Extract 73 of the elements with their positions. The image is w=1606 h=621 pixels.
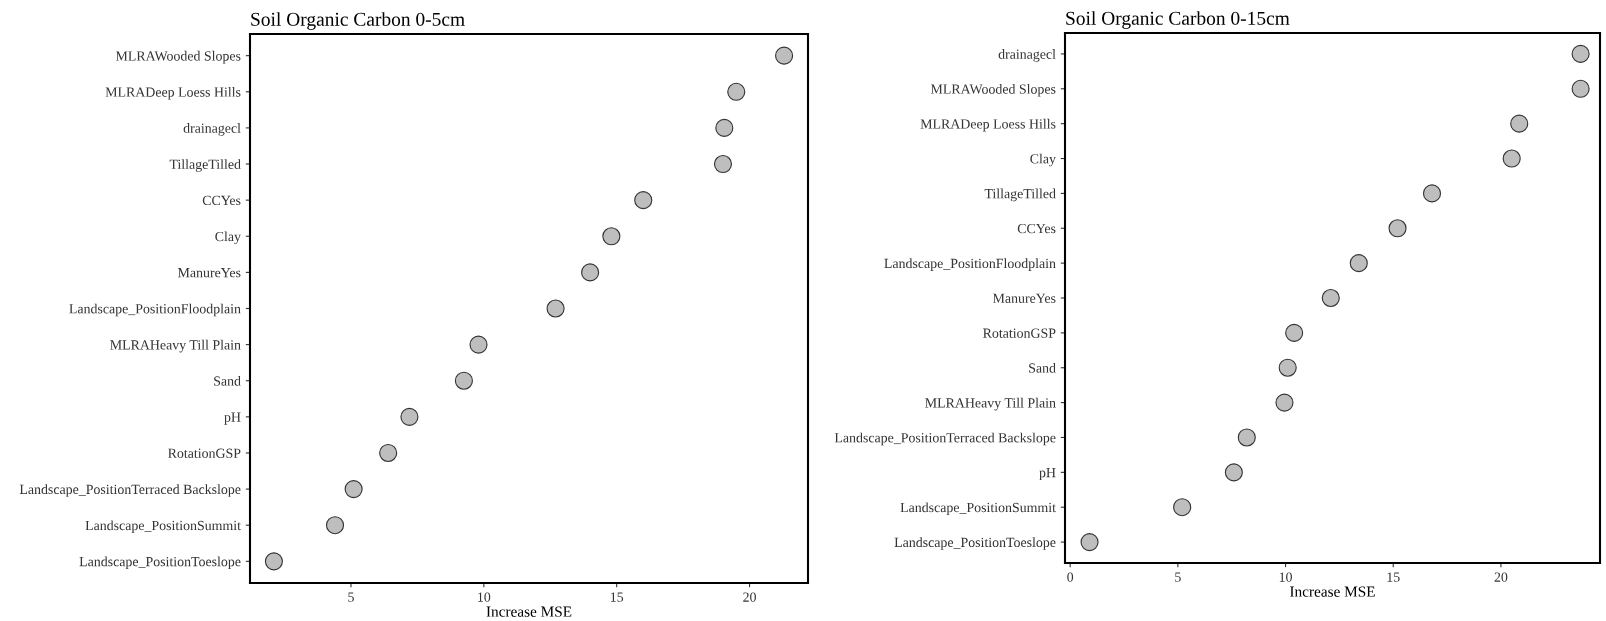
y-tick-label: drainagecl (183, 123, 241, 136)
x-tick-label: 20 (743, 592, 756, 602)
point (775, 46, 794, 65)
y-tick-label: Landscape_PositionSummit (85, 520, 241, 533)
y-tick-label: RotationGSP (983, 328, 1056, 338)
x-tick-label: 20 (1494, 572, 1508, 582)
y-tick-label: TillageTilled (169, 159, 241, 172)
point (581, 263, 600, 282)
y-tick-label: MLRAWooded Slopes (930, 83, 1056, 97)
y-tick-label: Landscape_PositionTerraced Backslope (19, 484, 241, 497)
y-tick-label: Landscape_PositionFloodplain (884, 258, 1056, 271)
point (400, 407, 419, 426)
point (1224, 463, 1243, 482)
point (1349, 254, 1368, 273)
y-tick-label: Landscape_PositionSummit (900, 502, 1056, 515)
y-tick-label: TillageTilled (984, 188, 1056, 202)
point (1321, 288, 1340, 308)
point (1278, 358, 1297, 377)
y-tick-label: ManureYes (177, 268, 241, 278)
point (602, 227, 621, 246)
point (1173, 498, 1192, 517)
point (1080, 533, 1099, 552)
point (1510, 114, 1529, 133)
point (1422, 184, 1442, 203)
y-tick-label: Landscape_PositionToeslope (79, 556, 241, 570)
point (1388, 219, 1407, 238)
y-tick-label: Landscape_PositionToeslope (894, 537, 1056, 550)
point (715, 118, 734, 137)
point (454, 371, 473, 390)
chart-title: Soil Organic Carbon 0-15cm (1066, 11, 1290, 29)
point (1275, 393, 1294, 412)
x-axis-title: Increase MSE (1289, 586, 1375, 597)
point (546, 299, 565, 318)
x-tick-label: 5 (348, 592, 354, 602)
y-tick-label: Landscape_PositionFloodplain (69, 303, 241, 317)
x-tick-label: 10 (1279, 572, 1292, 582)
point (1502, 149, 1521, 168)
y-tick-label: Landscape_PositionTerraced Backslope (834, 432, 1056, 446)
point (1571, 44, 1590, 63)
x-tick-label: 5 (1175, 572, 1181, 582)
point (469, 335, 488, 354)
y-tick-label: CCYes (202, 195, 241, 206)
point (264, 552, 283, 571)
y-tick-label: pH (224, 412, 241, 425)
point (344, 480, 363, 499)
x-axis-title: Increase MSE (486, 606, 572, 617)
point (1285, 323, 1304, 342)
y-tick-label: pH (1039, 468, 1056, 481)
point (713, 154, 733, 174)
y-tick-label: Clay (215, 231, 241, 245)
x-tick-label: 10 (478, 592, 491, 602)
y-tick-label: MLRAHeavy Till Plain (925, 397, 1056, 411)
chart-title: Soil Organic Carbon 0-5cm (251, 12, 465, 30)
point (1237, 428, 1256, 447)
y-tick-label: MLRADeep Loess Hills (105, 86, 241, 100)
y-tick-label: RotationGSP (168, 448, 241, 458)
y-tick-label: MLRAWooded Slopes (115, 50, 241, 64)
y-tick-label: Sand (214, 375, 241, 386)
point (634, 191, 653, 210)
x-tick-label: 0 (1067, 572, 1074, 582)
y-tick-label: Sand (1029, 362, 1056, 373)
y-tick-label: CCYes (1017, 223, 1056, 234)
y-tick-label: drainagecl (998, 49, 1056, 62)
y-tick-label: MLRAHeavy Till Plain (110, 339, 241, 353)
point (1571, 79, 1590, 98)
point (325, 516, 345, 535)
x-tick-label: 15 (1387, 572, 1400, 582)
y-tick-label: ManureYes (992, 293, 1056, 303)
x-tick-label: 15 (610, 592, 624, 602)
y-tick-label: Clay (1030, 153, 1056, 167)
point (379, 443, 398, 463)
y-tick-label: MLRADeep Loess Hills (920, 118, 1056, 132)
point (727, 82, 746, 101)
